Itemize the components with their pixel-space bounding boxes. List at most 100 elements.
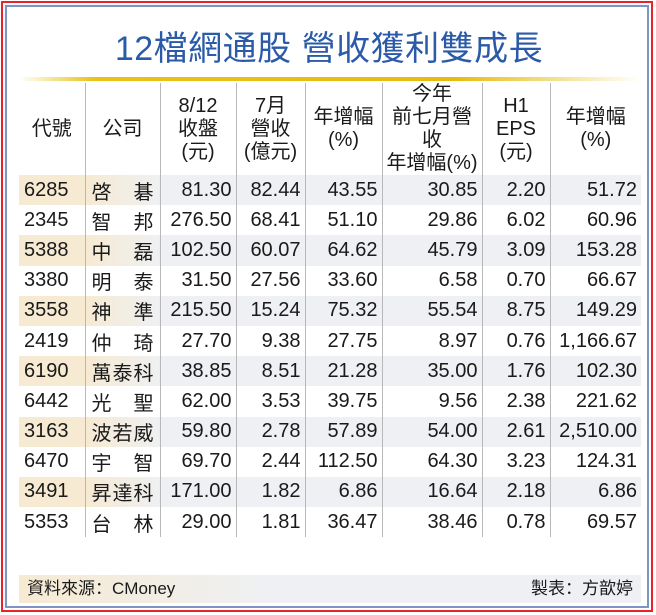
column-header-line: (元) [499, 140, 533, 163]
july-revenue: 3.53 [235, 386, 305, 417]
table-row: 2419 仲琦 27.70 9.38 27.75 8.97 0.76 1,166.67 [19, 325, 641, 357]
column-header-line: 代號 [31, 117, 72, 140]
column-header-line: 8/12 [178, 94, 218, 117]
ytd-revenue-yoy: 38.46 [381, 507, 482, 538]
july-revenue-yoy: 64.62 [304, 235, 382, 266]
close-price: 81.30 [159, 175, 236, 206]
close-price: 31.50 [159, 265, 236, 296]
close-price: 276.50 [159, 205, 236, 236]
company-name: 仲琦 [84, 325, 160, 357]
column-header: H1 EPS (元) [481, 83, 550, 175]
close-price: 62.00 [159, 386, 236, 417]
ytd-revenue-yoy: 35.00 [381, 356, 482, 387]
july-revenue: 82.44 [235, 175, 305, 206]
eps-yoy: 2,510.00 [549, 416, 641, 447]
july-revenue: 8.51 [235, 356, 305, 387]
table-row: 5353 台林 29.00 1.81 36.47 38.46 0.78 69.57 [19, 507, 641, 538]
company-name: 光聖 [84, 386, 160, 417]
table-row: 6470 宇智 69.70 2.44 112.50 64.30 3.23 124.31 [19, 446, 641, 477]
july-revenue-yoy: 36.47 [304, 507, 382, 538]
column-header-line: 前七月營收 [392, 106, 472, 151]
ytd-revenue-yoy: 55.54 [381, 295, 482, 326]
column-header: 7月 營收 (億元) [235, 83, 305, 175]
table-row: 6285 啓碁 81.30 82.44 43.55 30.85 2.20 51.72 [19, 175, 641, 206]
july-revenue: 2.78 [235, 416, 305, 447]
table-row: 5388 中磊 102.50 60.07 64.62 45.79 3.09 153.28 [19, 235, 641, 266]
column-header: 8/12 收盤 (元) [159, 83, 236, 175]
july-revenue-yoy: 51.10 [304, 205, 382, 236]
ytd-revenue-yoy: 30.85 [381, 175, 482, 206]
company-name: 神準 [84, 295, 160, 326]
company-name: 台林 [84, 507, 160, 538]
column-header-line: (億元) [243, 140, 298, 163]
h1-eps: 3.09 [481, 235, 550, 266]
eps-yoy: 102.30 [549, 356, 641, 387]
ytd-revenue-yoy: 6.58 [381, 265, 482, 296]
close-price: 27.70 [159, 325, 236, 357]
table-row: 3380 明泰 31.50 27.56 33.60 6.58 0.70 66.67 [19, 265, 641, 296]
header-row: 代號 公司 8/12 收盤 (元) 7月 營收 (億元) 年增幅 (%) 今年 前七月營收 年增幅(%)… [19, 83, 641, 175]
stock-code: 6190 [19, 356, 85, 387]
stock-code: 6285 [19, 175, 85, 206]
stock-code: 6442 [24, 389, 69, 412]
h1-eps: 0.76 [481, 325, 550, 357]
column-header: 今年 前七月營收 年增幅(%) [381, 83, 482, 175]
column-header: 公司 [84, 83, 160, 175]
table-row: 6190 萬泰科 38.85 8.51 21.28 35.00 1.76 102.30 [19, 356, 641, 387]
stock-code: 3558 [19, 295, 85, 326]
july-revenue-yoy: 39.75 [304, 386, 382, 417]
july-revenue: 1.82 [235, 476, 305, 508]
h1-eps: 2.20 [481, 175, 550, 206]
july-revenue: 60.07 [235, 235, 305, 266]
close-price: 38.85 [159, 356, 236, 387]
column-header-line: (%) [580, 129, 612, 151]
eps-yoy: 6.86 [549, 476, 641, 508]
stock-code: 3491 [19, 476, 85, 508]
stock-code: 3163 [19, 416, 85, 447]
column-header-line: 年增幅 [313, 106, 374, 128]
table-row: 6442 光聖 62.00 3.53 39.75 9.56 2.38 221.62 [19, 386, 641, 417]
column-header-line: 年增幅(%) [386, 152, 478, 174]
ytd-revenue-yoy: 64.30 [381, 446, 482, 477]
h1-eps: 0.78 [481, 507, 550, 538]
h1-eps: 0.70 [481, 265, 550, 296]
company-name: 中磊 [84, 235, 160, 266]
column-header-line: 營收 [250, 117, 291, 140]
close-price: 102.50 [159, 235, 236, 266]
column-header-line: 公司 [102, 117, 143, 140]
close-price: 59.80 [159, 416, 236, 447]
column-header: 年增幅 (%) [549, 83, 641, 175]
stock-code: 6470 [24, 450, 69, 473]
data-source: 資料來源：CMoney [27, 579, 176, 598]
column-header-line: 收盤 [178, 117, 218, 140]
ytd-revenue-yoy: 9.56 [381, 386, 482, 417]
eps-yoy: 60.96 [549, 205, 641, 236]
h1-eps: 6.02 [481, 205, 550, 236]
july-revenue-yoy: 21.28 [304, 356, 382, 387]
eps-yoy: 149.29 [549, 295, 641, 326]
chart-maker: 製表：方歆婷 [531, 579, 633, 598]
ytd-revenue-yoy: 29.86 [381, 205, 482, 236]
column-header-line: (元) [181, 140, 215, 163]
column-header-line: 今年 [412, 83, 452, 105]
july-revenue-yoy: 57.89 [304, 416, 382, 447]
eps-yoy: 124.31 [549, 446, 641, 477]
stock-table: 代號 公司 8/12 收盤 (元) 7月 營收 (億元) 年增幅 (%) 今年 前七月營收 年增幅(%)… [19, 83, 641, 538]
july-revenue: 27.56 [235, 265, 305, 296]
july-revenue-yoy: 75.32 [304, 295, 382, 326]
table-row: 3163 波若威 59.80 2.78 57.89 54.00 2.61 2,510.00 [19, 416, 641, 447]
eps-yoy: 221.62 [549, 386, 641, 417]
table-row: 3558 神準 215.50 15.24 75.32 55.54 8.75 149.29 [19, 295, 641, 326]
table-row: 3491 昇達科 171.00 1.82 6.86 16.64 2.18 6.86 [19, 476, 641, 508]
column-header-line: (%) [327, 129, 360, 151]
close-price: 69.70 [159, 446, 236, 477]
page-title: 12檔網通股 營收獲利雙成長 [114, 30, 544, 68]
h1-eps: 3.23 [481, 446, 550, 477]
company-name: 萬泰科 [84, 356, 160, 387]
ytd-revenue-yoy: 54.00 [381, 416, 482, 447]
column-header: 代號 [19, 83, 85, 175]
company-name: 波若威 [84, 416, 160, 447]
ytd-revenue-yoy: 8.97 [381, 325, 482, 357]
eps-yoy: 51.72 [549, 175, 641, 206]
h1-eps: 2.38 [481, 386, 550, 417]
